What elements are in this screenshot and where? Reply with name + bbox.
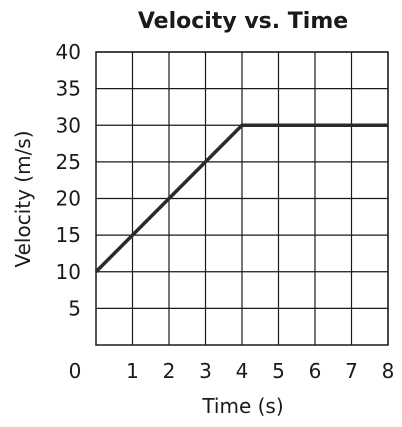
- y-tick-label: 40: [56, 40, 81, 64]
- x-tick-label: 7: [345, 359, 358, 383]
- y-tick-label: 20: [56, 187, 81, 211]
- chart-title: Velocity vs. Time: [138, 9, 348, 34]
- y-tick-label: 5: [68, 296, 81, 320]
- y-axis-ticks: 5 10 15 20 25 30 35 40: [56, 40, 81, 320]
- series-line-velocity: [94, 123, 388, 273]
- plot-frame: [95, 51, 389, 346]
- x-tick-label: 8: [382, 359, 395, 383]
- y-axis-label: Velocity (m/s): [11, 130, 35, 267]
- x-tick-label: 6: [309, 359, 322, 383]
- y-tick-label: 30: [56, 113, 81, 137]
- origin-tick-label: 0: [69, 359, 82, 383]
- x-tick-label: 1: [126, 359, 139, 383]
- x-tick-label: 4: [236, 359, 249, 383]
- y-tick-label: 35: [56, 77, 81, 101]
- y-tick-label: 10: [56, 260, 81, 284]
- y-tick-label: 15: [56, 223, 81, 247]
- x-axis-label: Time (s): [201, 394, 283, 418]
- grid: [96, 51, 389, 345]
- x-tick-label: 5: [272, 359, 285, 383]
- y-tick-label: 25: [56, 150, 81, 174]
- x-tick-label: 2: [163, 359, 176, 383]
- x-tick-label: 3: [199, 359, 212, 383]
